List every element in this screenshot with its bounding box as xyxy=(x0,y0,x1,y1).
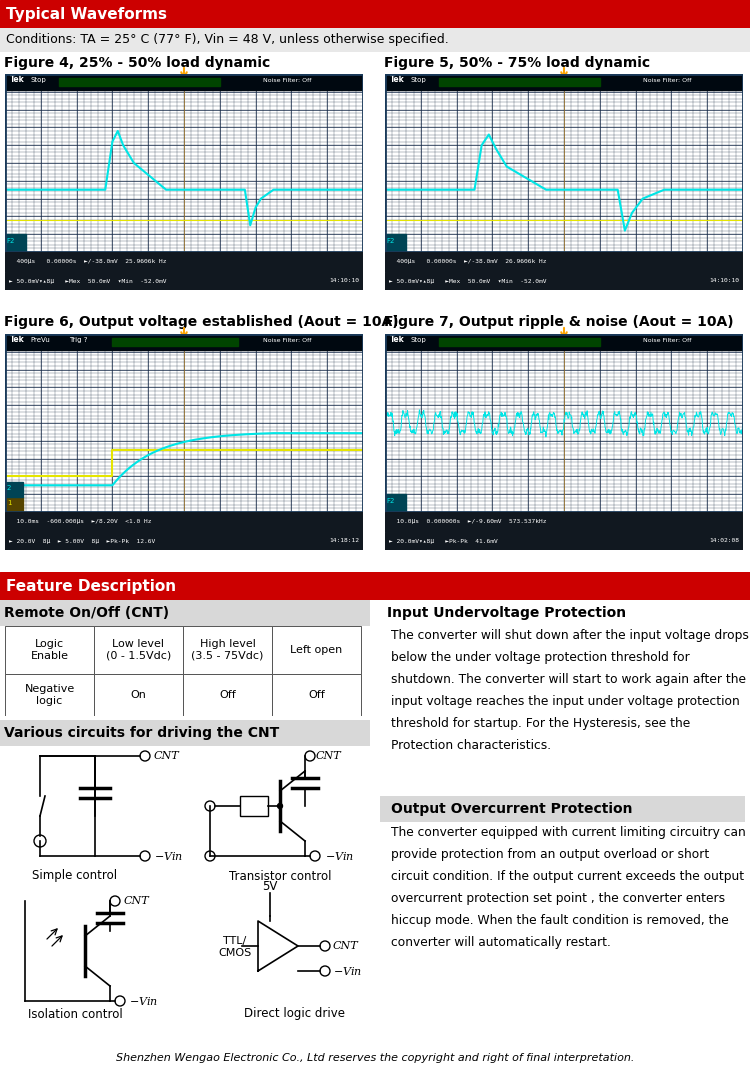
Text: CNT: CNT xyxy=(333,941,358,951)
Bar xyxy=(183,627,272,674)
Text: Direct logic drive: Direct logic drive xyxy=(244,1008,346,1021)
Bar xyxy=(94,674,183,716)
Text: CNT: CNT xyxy=(124,896,149,906)
Bar xyxy=(5,674,94,716)
Text: Left open: Left open xyxy=(290,645,343,655)
Text: Tek: Tek xyxy=(10,75,25,84)
Text: CNT: CNT xyxy=(316,751,341,761)
Text: 400μs   0.00000s  ►/-38.0mV  25.9606k Hz: 400μs 0.00000s ►/-38.0mV 25.9606k Hz xyxy=(8,259,166,265)
Text: Simple control: Simple control xyxy=(32,870,118,883)
Text: Trig ?: Trig ? xyxy=(70,337,88,343)
Bar xyxy=(272,674,361,716)
Circle shape xyxy=(278,803,283,809)
Text: ► 20.0V  8μ  ► 5.00V  8μ  ►Pk-Pk  12.6V: ► 20.0V 8μ ► 5.00V 8μ ►Pk-Pk 12.6V xyxy=(8,539,154,543)
Text: The converter equipped with current limiting circuitry can
provide protection fr: The converter equipped with current limi… xyxy=(391,826,746,949)
Text: 5V: 5V xyxy=(262,879,278,892)
Text: 14:02:08: 14:02:08 xyxy=(710,539,740,543)
Bar xyxy=(385,494,406,512)
Text: Feature Description: Feature Description xyxy=(6,578,176,593)
Bar xyxy=(112,338,238,346)
Text: $-$Vin: $-$Vin xyxy=(333,965,362,977)
Text: F2: F2 xyxy=(387,498,395,504)
Bar xyxy=(439,78,600,86)
Text: Off: Off xyxy=(308,690,325,700)
Text: Transistor control: Transistor control xyxy=(229,870,332,883)
Text: Stop: Stop xyxy=(410,77,426,84)
Text: Shenzhen Wengao Electronic Co., Ltd reserves the copyright and right of final in: Shenzhen Wengao Electronic Co., Ltd rese… xyxy=(116,1053,634,1064)
Text: Low level
(0 - 1.5Vdc): Low level (0 - 1.5Vdc) xyxy=(106,639,171,661)
Bar xyxy=(58,78,220,86)
Bar xyxy=(240,796,268,816)
Text: Logic
Enable: Logic Enable xyxy=(31,639,68,661)
Text: F2: F2 xyxy=(7,238,15,244)
Bar xyxy=(385,235,406,252)
Bar xyxy=(5,334,363,350)
Bar xyxy=(385,334,743,350)
Text: Negative
logic: Negative logic xyxy=(24,684,74,706)
Bar xyxy=(385,74,743,90)
Text: Typical Waveforms: Typical Waveforms xyxy=(6,6,167,21)
Bar xyxy=(5,482,23,497)
Text: Figure 4, 25% - 50% load dynamic: Figure 4, 25% - 50% load dynamic xyxy=(4,56,270,70)
Text: 14:18:12: 14:18:12 xyxy=(329,539,359,543)
Bar xyxy=(439,338,600,346)
Text: CMOS: CMOS xyxy=(218,948,251,957)
Text: F2: F2 xyxy=(387,238,395,244)
Text: Noise Filter: Off: Noise Filter: Off xyxy=(643,78,692,84)
Text: Noise Filter: Off: Noise Filter: Off xyxy=(262,78,311,84)
Text: 400μs   0.00000s  ►/-38.0mV  26.9606k Hz: 400μs 0.00000s ►/-38.0mV 26.9606k Hz xyxy=(388,259,546,265)
Text: $-$Vin: $-$Vin xyxy=(325,850,354,862)
Text: Output Overcurrent Protection: Output Overcurrent Protection xyxy=(391,802,632,816)
Text: Various circuits for driving the CNT: Various circuits for driving the CNT xyxy=(4,726,279,740)
Text: Tek: Tek xyxy=(390,335,405,344)
Text: $-$Vin: $-$Vin xyxy=(129,995,158,1007)
Text: 10.0ms  -600.000μs  ►/8.20V  <1.0 Hz: 10.0ms -600.000μs ►/8.20V <1.0 Hz xyxy=(8,519,151,525)
Text: Remote On/Off (CNT): Remote On/Off (CNT) xyxy=(4,606,169,620)
Text: Stop: Stop xyxy=(410,337,426,343)
Bar xyxy=(5,497,23,512)
Text: Figure 6, Output voltage established (Aout = 10A): Figure 6, Output voltage established (Ao… xyxy=(4,315,398,329)
Text: PreVu: PreVu xyxy=(30,337,50,343)
Text: 2: 2 xyxy=(7,485,11,491)
Text: 10.0μs  0.000000s  ►/-9.60mV  573.537kHz: 10.0μs 0.000000s ►/-9.60mV 573.537kHz xyxy=(388,519,546,525)
Text: $-$Vin: $-$Vin xyxy=(154,850,183,862)
Text: Conditions: TA = 25° C (77° F), Vin = 48 V, unless otherwise specified.: Conditions: TA = 25° C (77° F), Vin = 48… xyxy=(6,33,448,46)
Text: On: On xyxy=(130,690,146,700)
Text: High level
(3.5 - 75Vdc): High level (3.5 - 75Vdc) xyxy=(191,639,264,661)
Text: Input Undervoltage Protection: Input Undervoltage Protection xyxy=(388,606,626,620)
Text: Noise Filter: Off: Noise Filter: Off xyxy=(262,338,311,343)
Text: Tek: Tek xyxy=(390,75,405,84)
Text: 14:10:10: 14:10:10 xyxy=(329,278,359,284)
Text: CNT: CNT xyxy=(154,751,180,761)
Text: ► 50.0mV▾▴8μ   ►Mex  50.0mV  ▾Min  -52.0mV: ► 50.0mV▾▴8μ ►Mex 50.0mV ▾Min -52.0mV xyxy=(8,278,166,284)
Text: ► 50.0mV▾▴8μ   ►Mex  50.0mV  ▾Min  -52.0mV: ► 50.0mV▾▴8μ ►Mex 50.0mV ▾Min -52.0mV xyxy=(388,278,546,284)
Text: Figure 5, 50% - 75% load dynamic: Figure 5, 50% - 75% load dynamic xyxy=(384,56,650,70)
Text: Noise Filter: Off: Noise Filter: Off xyxy=(643,338,692,343)
Text: Off: Off xyxy=(219,690,236,700)
Text: 1: 1 xyxy=(7,500,11,506)
Text: Stop: Stop xyxy=(30,77,46,84)
Text: The converter will shut down after the input voltage drops
below the under volta: The converter will shut down after the i… xyxy=(391,629,748,752)
Bar xyxy=(5,235,26,252)
Bar xyxy=(94,627,183,674)
Text: Tek: Tek xyxy=(10,335,25,344)
Bar xyxy=(272,627,361,674)
Text: ► 20.0mV▾▴8μ   ►Pk-Pk  41.6mV: ► 20.0mV▾▴8μ ►Pk-Pk 41.6mV xyxy=(388,539,497,543)
Text: 14:10:10: 14:10:10 xyxy=(710,278,740,284)
Bar xyxy=(183,674,272,716)
Bar xyxy=(5,627,94,674)
Text: TTL/: TTL/ xyxy=(224,936,247,946)
Bar xyxy=(5,74,363,90)
Text: Figure 7, Output ripple & noise (Aout = 10A): Figure 7, Output ripple & noise (Aout = … xyxy=(384,315,734,329)
Text: Isolation control: Isolation control xyxy=(28,1008,122,1021)
